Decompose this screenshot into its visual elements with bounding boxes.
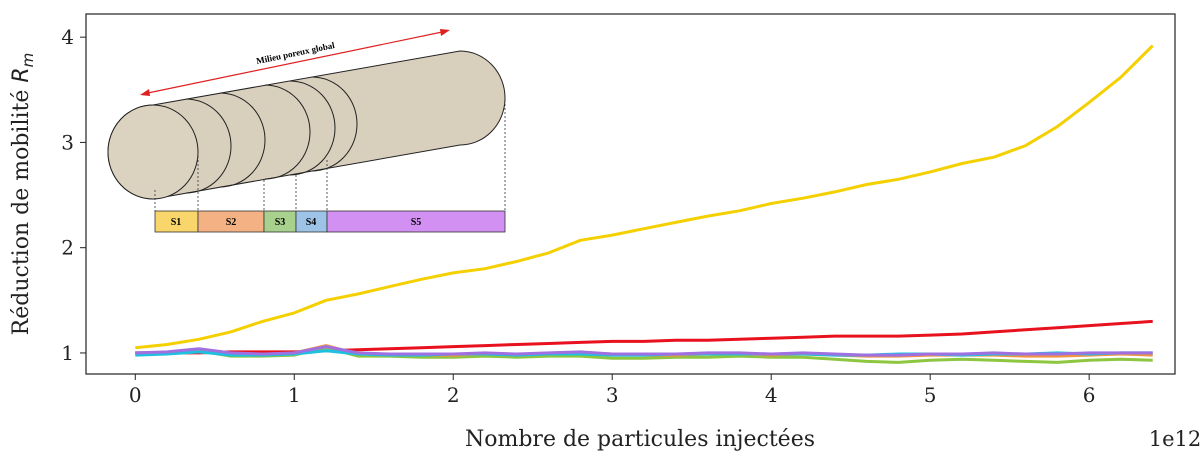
cut: [264, 84, 311, 180]
x-tick-label: 6: [1083, 383, 1096, 407]
x-tick-label: 0: [129, 383, 142, 407]
x-tick-label: 2: [447, 383, 460, 407]
inset-diagram: Milieu poreux global S1 S2 S3 S4 S5: [107, 29, 506, 233]
cut: [185, 98, 232, 194]
segment-label: S5: [411, 217, 422, 228]
series-line: [135, 319, 1153, 355]
y-axis-label: Réduction de mobilité Rm: [9, 53, 37, 336]
x-tick-label: 4: [765, 383, 778, 407]
y-tick-label: 3: [61, 130, 74, 154]
x-axis-label: Nombre de particules injectées: [465, 427, 815, 452]
segment-label: S2: [226, 217, 237, 228]
series-line: [135, 44, 1154, 350]
y-axis-label-text: Réduction de mobilité: [9, 83, 34, 336]
cut: [311, 76, 358, 172]
plot-frame: [85, 13, 1176, 375]
segment-label: S3: [275, 217, 286, 228]
segment: [326, 210, 506, 233]
x-offset-label: 1e12: [1149, 427, 1202, 451]
plot-area: 1 2 3 4 0 1 2 3 4 5 6: [61, 13, 1176, 407]
guides: [154, 100, 506, 211]
segment-label: S1: [171, 217, 182, 228]
series-line: [135, 345, 1153, 357]
y-tick-label: 1: [61, 341, 74, 365]
cylinder-face: [107, 104, 199, 200]
segment-label: S4: [306, 217, 317, 228]
cut: [289, 80, 336, 176]
cut: [219, 92, 266, 188]
x-tick-label: 3: [606, 383, 619, 407]
y-axis-label-symbol: R: [9, 67, 34, 82]
y-axis-label-subscript: m: [19, 53, 37, 68]
y-tick-label: 4: [61, 25, 74, 49]
y-tick-label: 2: [61, 236, 74, 260]
x-tick-label: 1: [288, 383, 301, 407]
arrow: [142, 30, 448, 95]
x-tick-label: 5: [924, 383, 937, 407]
